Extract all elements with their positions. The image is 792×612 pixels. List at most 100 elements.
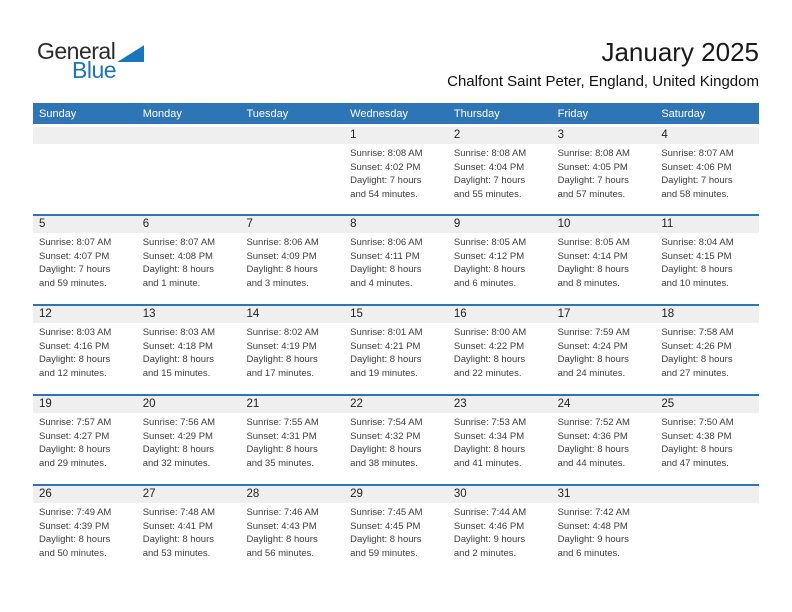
daylight-line: Daylight: 7 hours and 58 minutes. (661, 175, 733, 200)
empty-day-number (33, 127, 137, 144)
day-details-14: Sunrise: 8:02 AM Sunset: 4:19 PM Daylight:… (240, 323, 344, 380)
day-details-7: Sunrise: 8:06 AM Sunset: 4:09 PM Daylight:… (240, 233, 344, 290)
day-number-14: 14 (246, 308, 260, 320)
sunset-line: Sunset: 4:29 PM (142, 430, 213, 442)
sunset-line: Sunset: 4:08 PM (142, 250, 213, 262)
day-details-strip: Sunrise: 8:07 AM Sunset: 4:07 PM Daylight:… (33, 233, 759, 290)
sunset-line: Sunset: 4:04 PM (453, 161, 525, 173)
day-details-3: Sunrise: 8:08 AM Sunset: 4:05 PM Daylight:… (552, 144, 656, 201)
sunset-line: Sunset: 4:46 PM (453, 520, 525, 532)
day-number-9: 9 (453, 218, 461, 230)
sunset-line: Sunset: 4:06 PM (661, 161, 732, 173)
day-details-17: Sunrise: 7:59 AM Sunset: 4:24 PM Daylight:… (552, 323, 656, 380)
day-number-6: 6 (142, 218, 150, 230)
empty-day-cell (33, 144, 137, 201)
daylight-line: Daylight: 8 hours and 59 minutes. (350, 534, 422, 559)
daylight-line: Daylight: 9 hours and 2 minutes. (453, 534, 526, 559)
daylight-line: Daylight: 8 hours and 41 minutes. (453, 444, 526, 469)
day-details-29: Sunrise: 7:45 AM Sunset: 4:45 PM Daylight:… (344, 503, 448, 560)
sunrise-line: Sunrise: 7:52 AM (557, 417, 630, 428)
sunrise-line: Sunrise: 7:45 AM (350, 507, 423, 518)
page-subtitle: Chalfont Saint Peter, England, United Ki… (447, 73, 759, 90)
day-number-10: 10 (557, 218, 571, 230)
empty-day-number (240, 127, 344, 144)
day-details-strip: Sunrise: 8:03 AM Sunset: 4:16 PM Daylight:… (33, 323, 759, 380)
sunrise-line: Sunrise: 8:08 AM (557, 148, 630, 159)
day-number-25: 25 (661, 398, 675, 410)
sunset-line: Sunset: 4:15 PM (661, 250, 732, 262)
weekday-header-row: Sunday Monday Tuesday Wednesday Thursday Frid… (33, 103, 759, 124)
sunset-line: Sunset: 4:32 PM (350, 430, 421, 442)
day-number-15: 15 (350, 308, 363, 320)
day-number-29: 29 (350, 488, 363, 500)
daylight-line: Daylight: 8 hours and 38 minutes. (350, 444, 422, 469)
week-row-1: 1 2 3 4 Sunrise: 8:08 AM Sunset: 4:02 PM Dayli… (33, 127, 759, 214)
week-row-2: 5 6 7 8 9 10 11 Sunrise: 8:07 AM Sunset: 4:07 PM… (33, 214, 759, 304)
daylight-line: Daylight: 9 hours and 6 minutes. (557, 534, 629, 559)
empty-day-cell (137, 144, 241, 201)
sunset-line: Sunset: 4:22 PM (453, 340, 525, 352)
weekday-header-monday: Monday (142, 107, 182, 120)
daylight-line: Daylight: 8 hours and 32 minutes. (142, 444, 215, 469)
day-details-9: Sunrise: 8:05 AM Sunset: 4:12 PM Daylight:… (448, 233, 552, 290)
day-details-16: Sunrise: 8:00 AM Sunset: 4:22 PM Daylight:… (448, 323, 552, 380)
sunrise-line: Sunrise: 8:06 AM (246, 237, 319, 248)
day-details-19: Sunrise: 7:57 AM Sunset: 4:27 PM Daylight:… (33, 413, 137, 470)
day-details-10: Sunrise: 8:05 AM Sunset: 4:14 PM Daylight:… (552, 233, 656, 290)
day-details-26: Sunrise: 7:49 AM Sunset: 4:39 PM Daylight:… (33, 503, 137, 560)
sunrise-line: Sunrise: 7:48 AM (142, 507, 216, 518)
sunset-line: Sunset: 4:48 PM (557, 520, 628, 532)
daylight-line: Daylight: 8 hours and 27 minutes. (661, 354, 733, 379)
daylight-line: Daylight: 8 hours and 12 minutes. (39, 354, 111, 379)
daylight-line: Daylight: 7 hours and 54 minutes. (350, 175, 422, 200)
sunrise-line: Sunrise: 7:42 AM (557, 507, 630, 518)
day-details-13: Sunrise: 8:03 AM Sunset: 4:18 PM Daylight:… (137, 323, 241, 380)
sunrise-line: Sunrise: 8:05 AM (557, 237, 630, 248)
sunrise-line: Sunrise: 7:53 AM (453, 417, 527, 428)
daylight-line: Daylight: 8 hours and 1 minute. (142, 264, 215, 289)
sunrise-line: Sunrise: 7:49 AM (39, 507, 112, 518)
empty-day-number (137, 127, 241, 144)
daylight-line: Daylight: 8 hours and 3 minutes. (246, 264, 318, 289)
sunrise-line: Sunrise: 8:08 AM (453, 148, 527, 159)
sunrise-line: Sunrise: 7:46 AM (246, 507, 319, 518)
day-details-20: Sunrise: 7:56 AM Sunset: 4:29 PM Daylight:… (137, 413, 241, 470)
day-details-2: Sunrise: 8:08 AM Sunset: 4:04 PM Daylight:… (448, 144, 552, 201)
day-details-18: Sunrise: 7:58 AM Sunset: 4:26 PM Daylight:… (655, 323, 759, 380)
day-number-5: 5 (39, 218, 46, 230)
day-details-strip: Sunrise: 8:08 AM Sunset: 4:02 PM Daylight:… (33, 144, 759, 201)
sunrise-line: Sunrise: 8:02 AM (246, 327, 319, 338)
sunset-line: Sunset: 4:34 PM (453, 430, 525, 442)
daylight-line: Daylight: 8 hours and 44 minutes. (557, 444, 629, 469)
logo-text-blue: Blue (72, 57, 117, 83)
day-details-6: Sunrise: 8:07 AM Sunset: 4:08 PM Daylight:… (137, 233, 241, 290)
day-details-5: Sunrise: 8:07 AM Sunset: 4:07 PM Daylight:… (33, 233, 137, 290)
daylight-line: Daylight: 8 hours and 10 minutes. (661, 264, 733, 289)
day-details-15: Sunrise: 8:01 AM Sunset: 4:21 PM Daylight:… (344, 323, 448, 380)
sunset-line: Sunset: 4:38 PM (661, 430, 732, 442)
week-row-3: 12 13 14 15 16 17 18 Sunrise: 8:03 AM Sunset: 4:… (33, 304, 759, 394)
daylight-line: Daylight: 8 hours and 8 minutes. (557, 264, 629, 289)
weekday-header-wednesday: Wednesday (350, 107, 409, 120)
sunset-line: Sunset: 4:45 PM (350, 520, 421, 532)
day-details-31: Sunrise: 7:42 AM Sunset: 4:48 PM Daylight:… (552, 503, 656, 560)
sunrise-line: Sunrise: 8:03 AM (39, 327, 112, 338)
day-number-24: 24 (557, 398, 571, 410)
weekday-header-friday: Friday (557, 107, 589, 120)
day-number-12: 12 (39, 308, 52, 320)
sunrise-line: Sunrise: 7:50 AM (661, 417, 734, 428)
empty-day-cell (240, 144, 344, 201)
sunrise-line: Sunrise: 8:08 AM (350, 148, 423, 159)
daylight-line: Daylight: 7 hours and 55 minutes. (453, 175, 526, 200)
day-details-22: Sunrise: 7:54 AM Sunset: 4:32 PM Daylight:… (344, 413, 448, 470)
sunrise-line: Sunrise: 8:00 AM (453, 327, 527, 338)
day-number-21: 21 (246, 398, 260, 410)
sunrise-line: Sunrise: 8:04 AM (661, 237, 734, 248)
daylight-line: Daylight: 8 hours and 56 minutes. (246, 534, 318, 559)
day-number-16: 16 (453, 308, 467, 320)
daylight-line: Daylight: 7 hours and 57 minutes. (557, 175, 629, 200)
sunrise-line: Sunrise: 8:01 AM (350, 327, 423, 338)
day-number-30: 30 (453, 488, 467, 500)
day-number-20: 20 (142, 398, 156, 410)
day-number-23: 23 (453, 398, 467, 410)
